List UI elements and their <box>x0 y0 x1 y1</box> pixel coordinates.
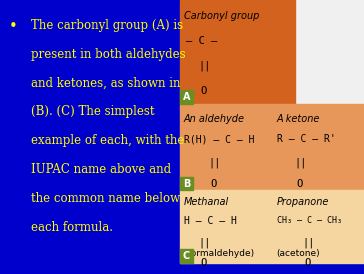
Bar <box>180 190 364 263</box>
Text: O: O <box>200 258 206 267</box>
Text: — C —: — C — <box>186 36 217 45</box>
Text: Methanal: Methanal <box>184 197 229 207</box>
Text: IUPAC name above and: IUPAC name above and <box>31 163 171 176</box>
Text: ||: || <box>295 158 307 168</box>
Text: the common name below: the common name below <box>31 192 180 205</box>
Text: O: O <box>297 179 303 189</box>
Text: O: O <box>200 86 206 96</box>
Bar <box>180 249 193 263</box>
Text: example of each, with the: example of each, with the <box>31 134 184 147</box>
Text: ||: || <box>209 158 221 168</box>
Text: ||: || <box>303 237 315 247</box>
Text: The carbonyl group (A) is: The carbonyl group (A) is <box>31 19 183 32</box>
Text: and ketones, as shown in: and ketones, as shown in <box>31 77 181 90</box>
Text: C: C <box>183 251 190 261</box>
Text: Propanone: Propanone <box>277 197 329 207</box>
Text: O: O <box>210 179 217 189</box>
Text: (B). (C) The simplest: (B). (C) The simplest <box>31 105 154 118</box>
Text: ||: || <box>198 60 211 71</box>
Text: B: B <box>183 179 190 189</box>
Text: O: O <box>305 258 311 267</box>
Text: present in both aldehydes: present in both aldehydes <box>31 48 186 61</box>
Text: A: A <box>183 92 190 102</box>
Text: A ketone: A ketone <box>277 114 320 124</box>
Text: ||: || <box>198 237 211 247</box>
Bar <box>180 0 295 104</box>
Bar <box>180 177 193 190</box>
Text: R(H) — C — H: R(H) — C — H <box>184 134 254 144</box>
Text: An aldehyde: An aldehyde <box>184 114 245 124</box>
Bar <box>180 104 364 190</box>
Text: •: • <box>9 19 18 34</box>
Text: each formula.: each formula. <box>31 221 113 233</box>
Text: H — C — H: H — C — H <box>184 216 237 226</box>
Text: R — C — R': R — C — R' <box>277 134 335 144</box>
Text: Carbonyl group: Carbonyl group <box>184 11 259 21</box>
Text: (acetone): (acetone) <box>277 249 320 258</box>
Bar <box>295 0 364 104</box>
Text: CH₃ — C — CH₃: CH₃ — C — CH₃ <box>277 216 342 226</box>
Text: (formaldehyde): (formaldehyde) <box>184 249 254 258</box>
Bar <box>180 90 193 104</box>
